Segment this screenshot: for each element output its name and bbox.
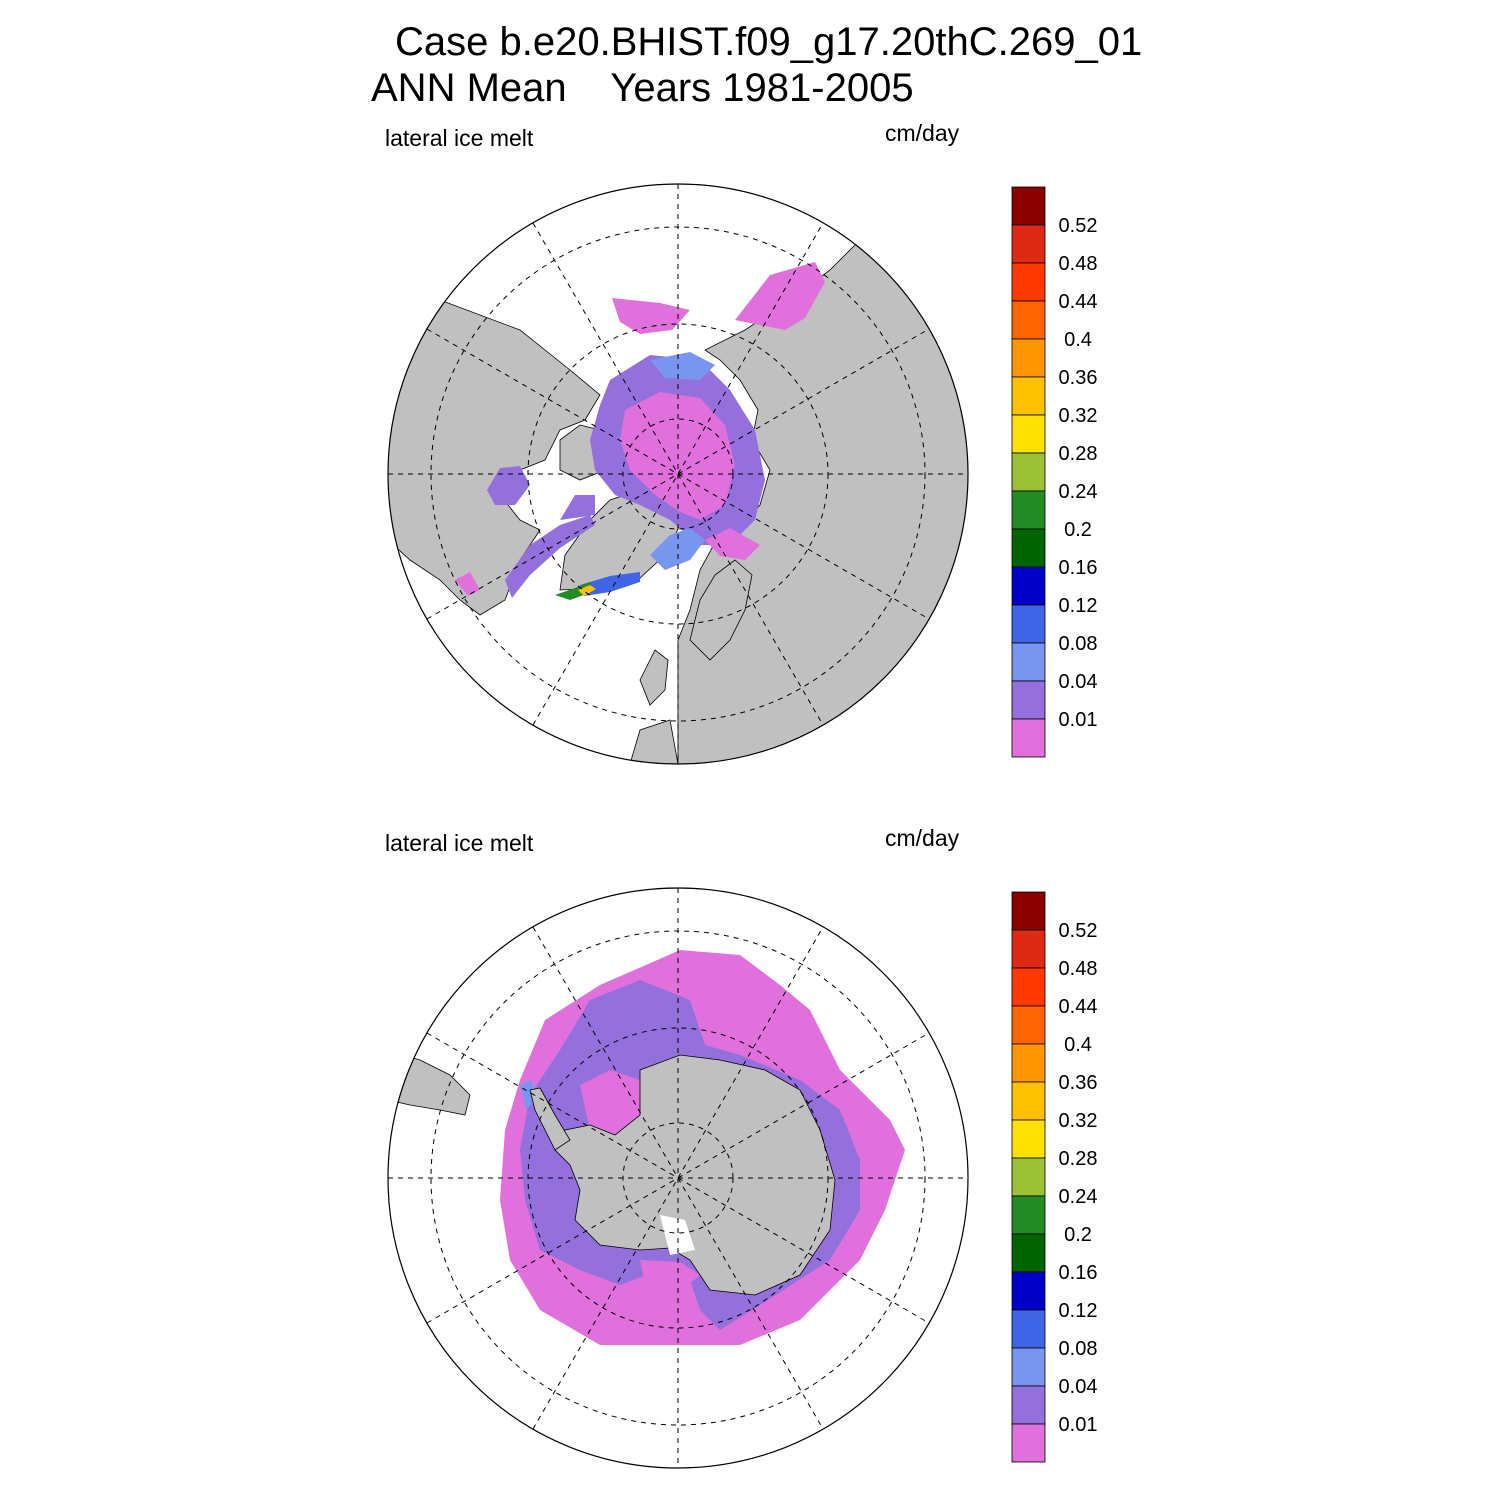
colorbar-north-swatch <box>1011 490 1046 530</box>
colorbar-north: 0.52 0.48 0.44 0.4 0.36 0.32 0.28 0.24 0.2 0.16 0.… <box>1011 186 1098 758</box>
north-land-north-america <box>388 299 601 616</box>
colorbar-north-tick-label: 0.4 <box>1064 329 1092 351</box>
colorbar-north-swatch <box>1011 528 1046 568</box>
panel2-units-label: cm/day <box>885 825 960 851</box>
north-land-scandinavia <box>689 559 753 661</box>
colorbar-south-tick-label: 0.24 <box>1059 1186 1098 1208</box>
north-graticule <box>388 184 968 764</box>
colorbar-north-swatch <box>1011 452 1046 492</box>
north-land-europe-south <box>629 719 679 764</box>
colorbar-north-tick-label: 0.48 <box>1059 253 1098 275</box>
colorbar-south-tick-label: 0.36 <box>1059 1072 1098 1094</box>
north-ice-okhotsk <box>735 262 825 330</box>
colorbar-south: 0.52 0.48 0.44 0.4 0.36 0.32 0.28 0.24 0.2 0.16 0.… <box>1011 891 1098 1463</box>
colorbar-south-swatch <box>1011 1157 1046 1197</box>
colorbar-south-swatch <box>1011 1271 1046 1311</box>
colorbar-south-swatch <box>1011 1043 1046 1083</box>
colorbar-north-tick-label: 0.52 <box>1059 215 1098 237</box>
colorbar-north-swatch <box>1011 642 1046 682</box>
north-polar-map <box>387 183 969 765</box>
colorbar-north-swatch <box>1011 376 1046 416</box>
colorbar-north-swatch <box>1011 414 1046 454</box>
south-land-peninsula <box>529 1087 571 1151</box>
south-ross-ice-gap <box>660 1215 695 1255</box>
south-ice-weddell <box>580 1070 640 1140</box>
colorbar-south-tick-label: 0.48 <box>1059 958 1098 980</box>
colorbar-south-tick-label: 0.52 <box>1059 920 1098 942</box>
colorbar-south-tick-label: 0.44 <box>1059 996 1098 1018</box>
panel1-units-label: cm/day <box>885 120 960 146</box>
south-ice-ross <box>640 1260 700 1292</box>
south-ice-edge <box>520 1080 536 1110</box>
north-land-uk <box>639 649 669 706</box>
colorbar-south-tick-label: 0.2 <box>1064 1224 1092 1246</box>
colorbar-north-tick-label: 0.01 <box>1059 709 1098 731</box>
colorbar-north-swatch <box>1011 300 1046 340</box>
north-ice-stlawrence <box>455 572 480 596</box>
north-ice-chukchi <box>650 352 715 380</box>
colorbar-south-swatch <box>1011 1081 1046 1121</box>
colorbar-south-tick-label: 0.01 <box>1059 1414 1098 1436</box>
colorbar-south-swatch <box>1011 1347 1046 1387</box>
south-land-antarctica <box>554 1054 836 1296</box>
north-ice-labrador <box>505 515 595 598</box>
north-ice-edge-low <box>580 572 640 596</box>
colorbar-south-swatch <box>1011 1385 1046 1425</box>
north-ice-bering <box>612 298 690 334</box>
north-ice-edge-mid <box>555 582 592 600</box>
north-map-border <box>387 183 969 765</box>
south-polar-map <box>387 887 969 1469</box>
colorbar-south-tick-label: 0.28 <box>1059 1148 1098 1170</box>
colorbar-south-swatch <box>1011 1309 1046 1349</box>
panel1-variable-label: lateral ice melt <box>385 125 534 151</box>
north-ice-edge-high <box>578 585 596 596</box>
colorbar-north-swatch <box>1011 566 1046 606</box>
colorbar-north-swatch <box>1011 224 1046 264</box>
colorbar-north-swatch <box>1011 186 1046 226</box>
colorbar-south-swatch <box>1011 929 1046 969</box>
colorbar-south-tick-label: 0.4 <box>1064 1034 1092 1056</box>
colorbar-north-swatch <box>1011 262 1046 302</box>
colorbar-north-swatch <box>1011 338 1046 378</box>
colorbar-north-tick-label: 0.2 <box>1064 519 1092 541</box>
colorbar-south-tick-label: 0.32 <box>1059 1110 1098 1132</box>
colorbar-north-tick-label: 0.16 <box>1059 557 1098 579</box>
colorbar-south-swatch <box>1011 1423 1046 1463</box>
title-line2: ANN Mean Years 1981-2005 <box>371 66 914 110</box>
colorbar-south-tick-label: 0.16 <box>1059 1262 1098 1284</box>
colorbar-south-swatch <box>1011 1005 1046 1045</box>
colorbar-north-tick-label: 0.24 <box>1059 481 1098 503</box>
title-line1: Case b.e20.BHIST.f09_g17.20thC.269_01 <box>395 20 1143 64</box>
panel2-variable-label: lateral ice melt <box>385 830 534 856</box>
colorbar-north-tick-label: 0.08 <box>1059 633 1098 655</box>
colorbar-north-tick-label: 0.28 <box>1059 443 1098 465</box>
colorbar-north-tick-label: 0.32 <box>1059 405 1098 427</box>
north-land-asia <box>677 239 968 764</box>
colorbar-south-tick-label: 0.04 <box>1059 1376 1098 1398</box>
colorbar-north-tick-label: 0.04 <box>1059 671 1098 693</box>
colorbar-south-tick-label: 0.12 <box>1059 1300 1098 1322</box>
north-ice-hudson <box>487 466 530 505</box>
colorbar-south-swatch <box>1011 967 1046 1007</box>
colorbar-north-swatch <box>1011 718 1046 758</box>
colorbar-south-swatch <box>1011 1233 1046 1273</box>
colorbar-north-swatch <box>1011 680 1046 720</box>
colorbar-south-swatch <box>1011 1119 1046 1159</box>
colorbar-north-tick-label: 0.44 <box>1059 291 1098 313</box>
colorbar-south-swatch <box>1011 891 1046 931</box>
south-graticule <box>388 888 968 1468</box>
colorbar-north-tick-label: 0.36 <box>1059 367 1098 389</box>
colorbar-south-swatch <box>1011 1195 1046 1235</box>
colorbar-south-tick-label: 0.08 <box>1059 1338 1098 1360</box>
north-ice-barents <box>705 528 760 560</box>
north-ice-baffin <box>560 495 595 520</box>
south-map-border <box>387 887 969 1469</box>
colorbar-north-swatch <box>1011 604 1046 644</box>
colorbar-north-tick-label: 0.12 <box>1059 595 1098 617</box>
